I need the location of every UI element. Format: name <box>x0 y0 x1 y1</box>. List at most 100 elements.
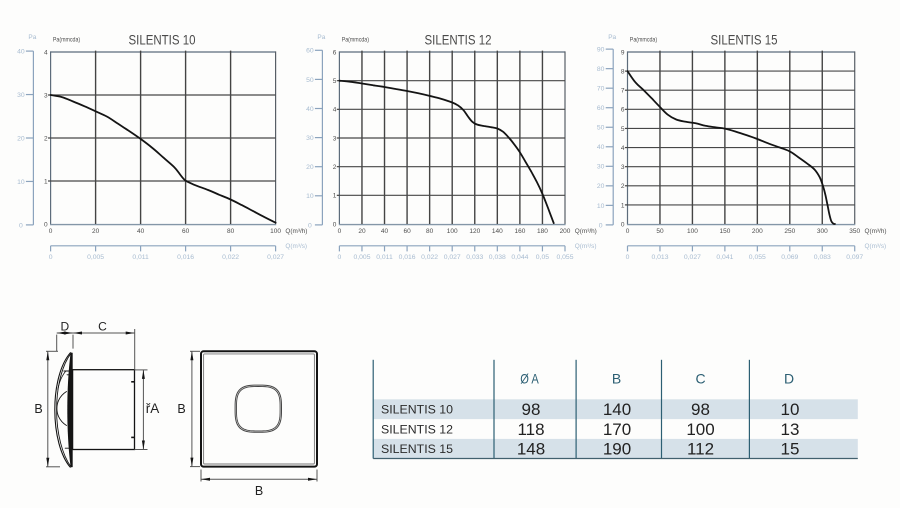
svg-text:0,083: 0,083 <box>814 254 831 261</box>
svg-text:0: 0 <box>626 228 630 235</box>
svg-text:Pa: Pa <box>317 34 325 41</box>
svg-text:SILENTIS 12: SILENTIS 12 <box>381 422 453 436</box>
svg-text:10: 10 <box>17 179 25 186</box>
svg-text:0,022: 0,022 <box>222 254 239 261</box>
svg-text:120: 120 <box>469 228 480 235</box>
svg-text:0: 0 <box>333 221 337 228</box>
svg-text:0,097: 0,097 <box>846 254 863 261</box>
svg-text:20: 20 <box>92 228 100 235</box>
svg-text:2: 2 <box>44 135 48 142</box>
svg-text:Q(m³/h): Q(m³/h) <box>865 228 887 235</box>
svg-text:0: 0 <box>621 221 625 228</box>
svg-text:0,027: 0,027 <box>444 254 461 261</box>
svg-text:0: 0 <box>338 228 342 235</box>
svg-text:140: 140 <box>492 228 503 235</box>
svg-text:6: 6 <box>333 49 337 56</box>
svg-text:0,041: 0,041 <box>716 254 733 261</box>
svg-text:3: 3 <box>44 92 48 99</box>
svg-text:5: 5 <box>333 78 337 85</box>
svg-text:50: 50 <box>656 228 664 235</box>
svg-text:90: 90 <box>597 47 605 54</box>
svg-text:0: 0 <box>44 221 48 228</box>
svg-text:30: 30 <box>597 164 605 171</box>
svg-text:10: 10 <box>597 203 605 210</box>
svg-text:20: 20 <box>17 135 25 142</box>
svg-text:0,022: 0,022 <box>421 254 438 261</box>
svg-text:170: 170 <box>603 420 631 439</box>
svg-text:0,069: 0,069 <box>781 254 798 261</box>
svg-text:7: 7 <box>621 88 625 95</box>
svg-text:řA: řA <box>146 401 160 416</box>
svg-text:40: 40 <box>381 228 389 235</box>
svg-text:100: 100 <box>686 420 714 439</box>
svg-text:2: 2 <box>333 164 337 171</box>
svg-text:0,033: 0,033 <box>466 254 483 261</box>
svg-text:0,027: 0,027 <box>267 254 284 261</box>
svg-text:4: 4 <box>333 107 337 114</box>
svg-text:10: 10 <box>306 193 314 200</box>
svg-text:40: 40 <box>306 106 314 113</box>
svg-text:30: 30 <box>306 135 314 142</box>
svg-text:70: 70 <box>597 86 605 93</box>
svg-text:3: 3 <box>333 135 337 142</box>
svg-text:0,016: 0,016 <box>177 254 194 261</box>
svg-text:0: 0 <box>49 228 53 235</box>
svg-text:3: 3 <box>621 164 625 171</box>
svg-text:0,005: 0,005 <box>87 254 104 261</box>
svg-text:Ø A: Ø A <box>520 371 539 387</box>
svg-text:20: 20 <box>306 164 314 171</box>
svg-text:100: 100 <box>447 228 458 235</box>
svg-text:0,05: 0,05 <box>536 254 549 261</box>
svg-text:350: 350 <box>849 228 860 235</box>
svg-text:190: 190 <box>603 440 631 459</box>
svg-text:Q(m³/h): Q(m³/h) <box>285 228 307 235</box>
svg-text:118: 118 <box>517 420 544 439</box>
svg-text:30: 30 <box>17 92 25 99</box>
svg-text:60: 60 <box>403 228 411 235</box>
svg-text:0: 0 <box>599 222 603 229</box>
svg-text:40: 40 <box>597 144 605 151</box>
svg-text:10: 10 <box>781 400 800 419</box>
svg-text:98: 98 <box>691 400 710 419</box>
svg-text:60: 60 <box>306 48 314 55</box>
svg-text:148: 148 <box>517 440 545 459</box>
svg-text:0,011: 0,011 <box>376 254 393 261</box>
svg-text:B: B <box>255 484 263 498</box>
svg-text:Pa(mmcda): Pa(mmcda) <box>630 36 657 43</box>
svg-text:Pa: Pa <box>28 34 36 41</box>
svg-text:0: 0 <box>19 222 23 229</box>
svg-text:B: B <box>177 402 185 416</box>
svg-text:150: 150 <box>719 228 730 235</box>
svg-text:1: 1 <box>621 202 625 209</box>
svg-text:SILENTIS 15: SILENTIS 15 <box>711 33 778 48</box>
svg-text:Q(m³/h): Q(m³/h) <box>575 228 597 235</box>
svg-text:Pa(mmcda): Pa(mmcda) <box>342 36 369 43</box>
svg-text:0,013: 0,013 <box>651 254 668 261</box>
svg-text:60: 60 <box>182 228 190 235</box>
svg-text:9: 9 <box>621 49 625 56</box>
svg-text:Q(m³/s): Q(m³/s) <box>575 243 597 250</box>
svg-text:98: 98 <box>522 400 541 419</box>
svg-text:140: 140 <box>603 400 631 419</box>
svg-text:Pa: Pa <box>608 34 616 41</box>
svg-text:C: C <box>98 319 107 333</box>
svg-text:0,027: 0,027 <box>684 254 701 261</box>
svg-text:0: 0 <box>338 254 342 261</box>
svg-text:40: 40 <box>17 49 25 56</box>
svg-text:Pa(mmcda): Pa(mmcda) <box>53 36 80 43</box>
svg-text:Q(m³/s): Q(m³/s) <box>285 243 307 250</box>
svg-text:4: 4 <box>44 49 48 56</box>
svg-text:0,016: 0,016 <box>399 254 416 261</box>
svg-text:100: 100 <box>270 228 281 235</box>
svg-text:20: 20 <box>597 183 605 190</box>
svg-text:6: 6 <box>621 107 625 114</box>
svg-text:0: 0 <box>626 254 630 261</box>
svg-text:0,055: 0,055 <box>556 254 573 261</box>
svg-text:5: 5 <box>621 126 625 133</box>
svg-text:0,005: 0,005 <box>353 254 370 261</box>
svg-text:112: 112 <box>687 440 714 459</box>
svg-text:15: 15 <box>781 440 800 459</box>
svg-text:8: 8 <box>621 69 625 76</box>
svg-text:2: 2 <box>621 183 625 190</box>
svg-text:250: 250 <box>784 228 795 235</box>
